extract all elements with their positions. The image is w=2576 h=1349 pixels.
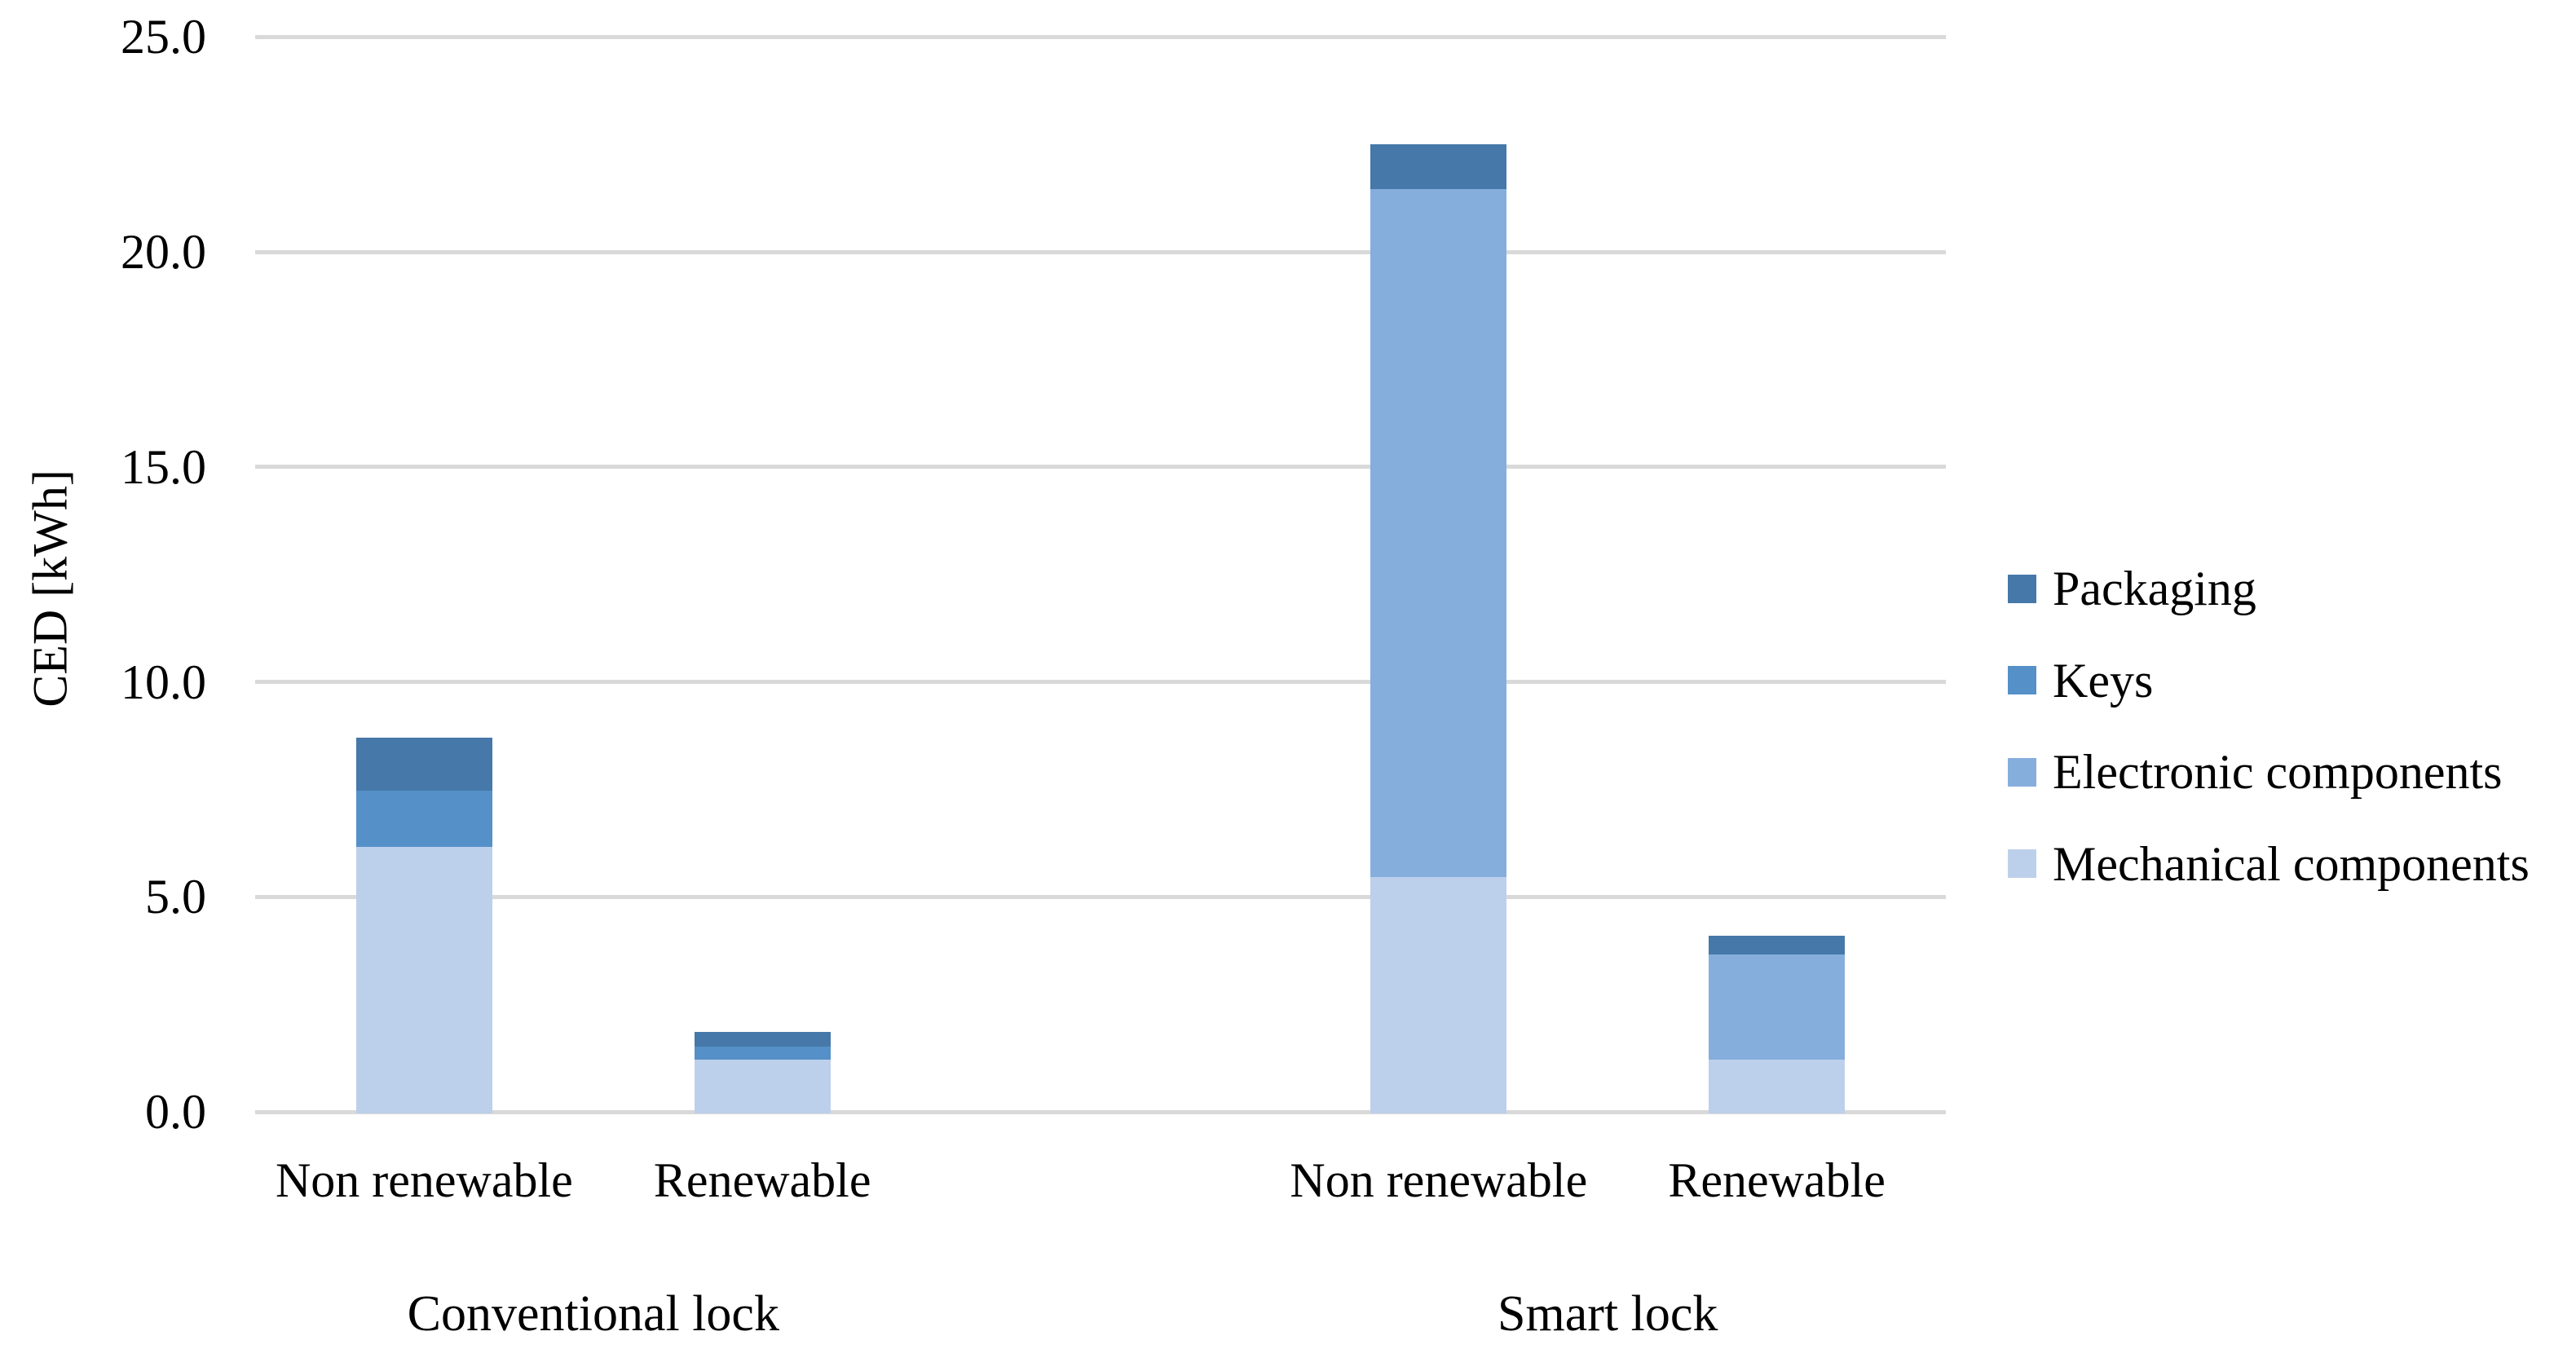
y-tick-label: 0.0 [145, 1085, 206, 1139]
bar-segment-mechanical-components [694, 1058, 831, 1113]
legend-label: Keys [2053, 653, 2154, 708]
legend-label: Mechanical components [2053, 836, 2530, 891]
bar-segment-electronic-components [1370, 187, 1507, 877]
gridline-20.0 [255, 249, 1946, 254]
legend-item-electronic-components: Electronic components [2008, 745, 2502, 799]
legend-label: Packaging [2053, 562, 2256, 615]
x-category-label: Non renewable [275, 1153, 573, 1207]
bar-segment-packaging [1709, 935, 1846, 954]
x-category-label: Renewable [1668, 1153, 1886, 1207]
legend-swatch-icon [2008, 849, 2036, 878]
legend-swatch-icon [2008, 574, 2036, 603]
bar-segment-packaging [694, 1032, 831, 1047]
gridline-15.0 [255, 465, 1946, 470]
legend-item-mechanical-components: Mechanical components [2008, 837, 2530, 891]
x-category-label: Renewable [653, 1153, 871, 1207]
legend-swatch-icon [2008, 757, 2036, 787]
y-tick-label: 15.0 [121, 439, 206, 494]
x-group-label: Conventional lock [407, 1286, 779, 1342]
gridline-0.0 [255, 1109, 1946, 1114]
y-tick-label: 25.0 [121, 10, 206, 64]
legend-item-packaging: Packaging [2008, 562, 2256, 615]
bar-segment-keys [355, 789, 492, 847]
y-tick-label: 20.0 [121, 225, 206, 279]
bar-segment-mechanical-components [355, 844, 492, 1113]
bar-segment-packaging [1370, 144, 1507, 189]
bar-segment-packaging [355, 738, 492, 791]
gridline-10.0 [255, 680, 1946, 684]
bar-segment-electronic-components [1709, 952, 1846, 1060]
bar-segment-mechanical-components [1370, 875, 1507, 1113]
bar-segment-mechanical-components [1709, 1058, 1846, 1113]
bar-segment-keys [694, 1045, 831, 1060]
gridline-25.0 [255, 34, 1946, 39]
y-tick-label: 10.0 [121, 655, 206, 709]
legend-label: Electronic components [2053, 745, 2503, 799]
x-category-label: Non renewable [1290, 1153, 1588, 1207]
y-tick-label: 5.0 [145, 870, 206, 924]
gridline-5.0 [255, 894, 1946, 899]
legend-swatch-icon [2008, 666, 2036, 694]
legend-item-keys: Keys [2008, 654, 2153, 708]
x-group-label: Smart lock [1498, 1286, 1718, 1342]
